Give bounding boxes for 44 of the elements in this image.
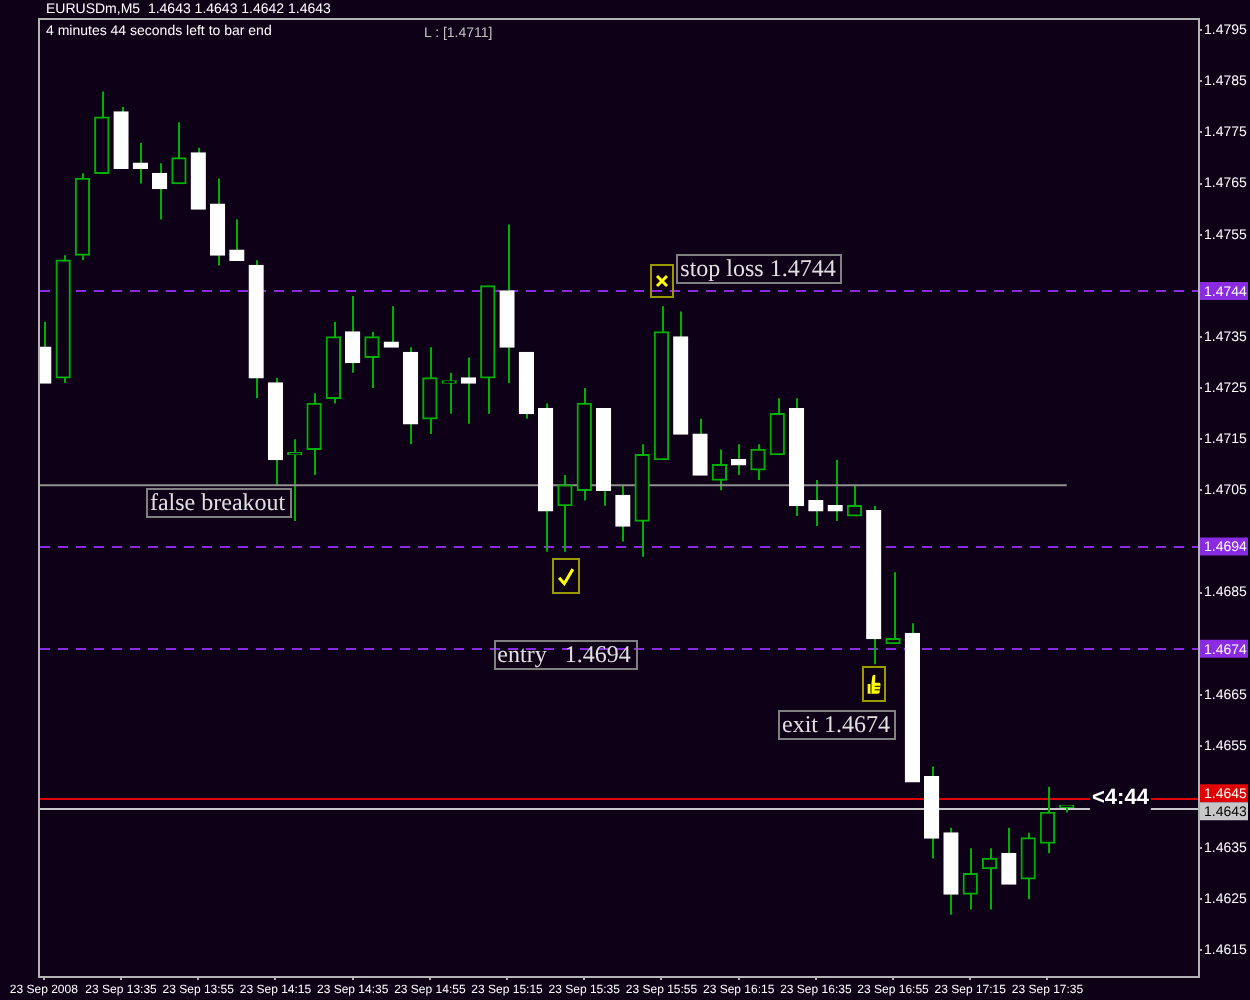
candlestick bbox=[769, 397, 785, 456]
candlestick bbox=[1020, 831, 1036, 901]
candlestick bbox=[441, 371, 457, 415]
candlestick bbox=[653, 305, 670, 461]
candlestick bbox=[402, 346, 419, 446]
candlestick bbox=[943, 826, 959, 916]
candlestick bbox=[94, 90, 110, 175]
candlestick bbox=[74, 172, 91, 262]
candlestick bbox=[460, 356, 477, 425]
candlestick bbox=[615, 484, 631, 543]
annotation: entry 1.4694 bbox=[497, 640, 631, 669]
candlestick bbox=[171, 121, 187, 185]
candlestick bbox=[673, 310, 689, 435]
annotation: <4:44 bbox=[1092, 786, 1151, 811]
candlestick bbox=[634, 443, 650, 558]
candlestick bbox=[538, 402, 554, 553]
annotation: stop loss 1.4744 bbox=[680, 254, 836, 283]
candlestick bbox=[692, 417, 708, 476]
candlestick bbox=[788, 397, 805, 517]
candlestick bbox=[904, 622, 921, 783]
candlestick bbox=[576, 387, 592, 502]
candlestick bbox=[595, 407, 612, 507]
candlestick bbox=[518, 351, 535, 420]
candlestick bbox=[306, 392, 322, 476]
candlestick bbox=[209, 177, 226, 267]
candlestick bbox=[480, 285, 496, 415]
candlestick bbox=[325, 320, 342, 405]
annotation: false breakout bbox=[149, 487, 287, 516]
candlestick bbox=[1039, 785, 1056, 855]
candlestick bbox=[345, 295, 361, 374]
candlestick bbox=[499, 223, 515, 384]
candlestick bbox=[248, 259, 264, 400]
candlestick bbox=[924, 765, 940, 860]
candlestick bbox=[132, 141, 149, 185]
candlestick bbox=[55, 254, 71, 384]
annotation: exit 1.4674 bbox=[782, 710, 890, 739]
candlestick bbox=[267, 376, 284, 487]
candlestick bbox=[866, 504, 882, 666]
candlestick bbox=[422, 346, 438, 436]
candlestick bbox=[383, 305, 399, 348]
candlestick bbox=[981, 847, 998, 911]
candlestick bbox=[229, 218, 245, 261]
candlestick bbox=[1001, 826, 1017, 885]
candlestick bbox=[846, 484, 863, 517]
